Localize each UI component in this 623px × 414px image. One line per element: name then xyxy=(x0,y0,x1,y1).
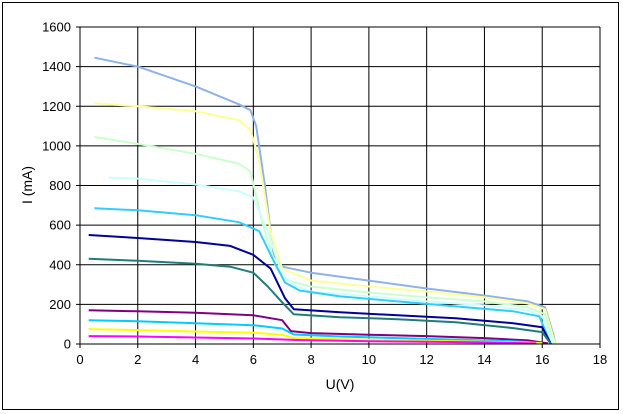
series-line xyxy=(88,257,552,345)
y-tick-label: 200 xyxy=(49,297,71,312)
x-tick-label: 6 xyxy=(250,352,257,367)
y-tick-label: 1200 xyxy=(42,99,71,114)
series-lines xyxy=(88,56,557,345)
series-line xyxy=(94,102,557,345)
series-line xyxy=(88,335,537,345)
series-line xyxy=(88,309,549,345)
y-tick-label: 600 xyxy=(49,218,71,233)
series-line xyxy=(94,207,552,345)
y-tick-label: 1600 xyxy=(42,20,71,35)
x-tick-label: 2 xyxy=(134,352,141,367)
y-tick-label: 800 xyxy=(49,178,71,193)
series-line xyxy=(108,176,555,345)
x-axis-title: U(V) xyxy=(326,376,355,392)
x-tick-label: 18 xyxy=(593,352,607,367)
x-tick-label: 10 xyxy=(362,352,376,367)
y-tick-labels: 0 200 400 600 800 1000 1200 1400 1600 xyxy=(42,20,71,352)
axes xyxy=(76,26,601,348)
y-axis-title: I (mA) xyxy=(19,166,35,204)
y-tick-label: 1400 xyxy=(42,59,71,74)
x-tick-label: 12 xyxy=(419,352,433,367)
x-tick-label: 4 xyxy=(192,352,199,367)
x-tick-label: 8 xyxy=(307,352,314,367)
series-line xyxy=(88,319,543,344)
x-tick-labels: 0 2 4 6 8 10 12 14 16 18 xyxy=(76,352,607,367)
y-tick-label: 400 xyxy=(49,257,71,272)
y-tick-label: 0 xyxy=(64,337,71,352)
series-line xyxy=(88,234,552,345)
x-tick-label: 14 xyxy=(477,352,491,367)
y-tick-label: 1000 xyxy=(42,138,71,153)
x-tick-label: 0 xyxy=(76,352,83,367)
x-tick-label: 16 xyxy=(535,352,549,367)
